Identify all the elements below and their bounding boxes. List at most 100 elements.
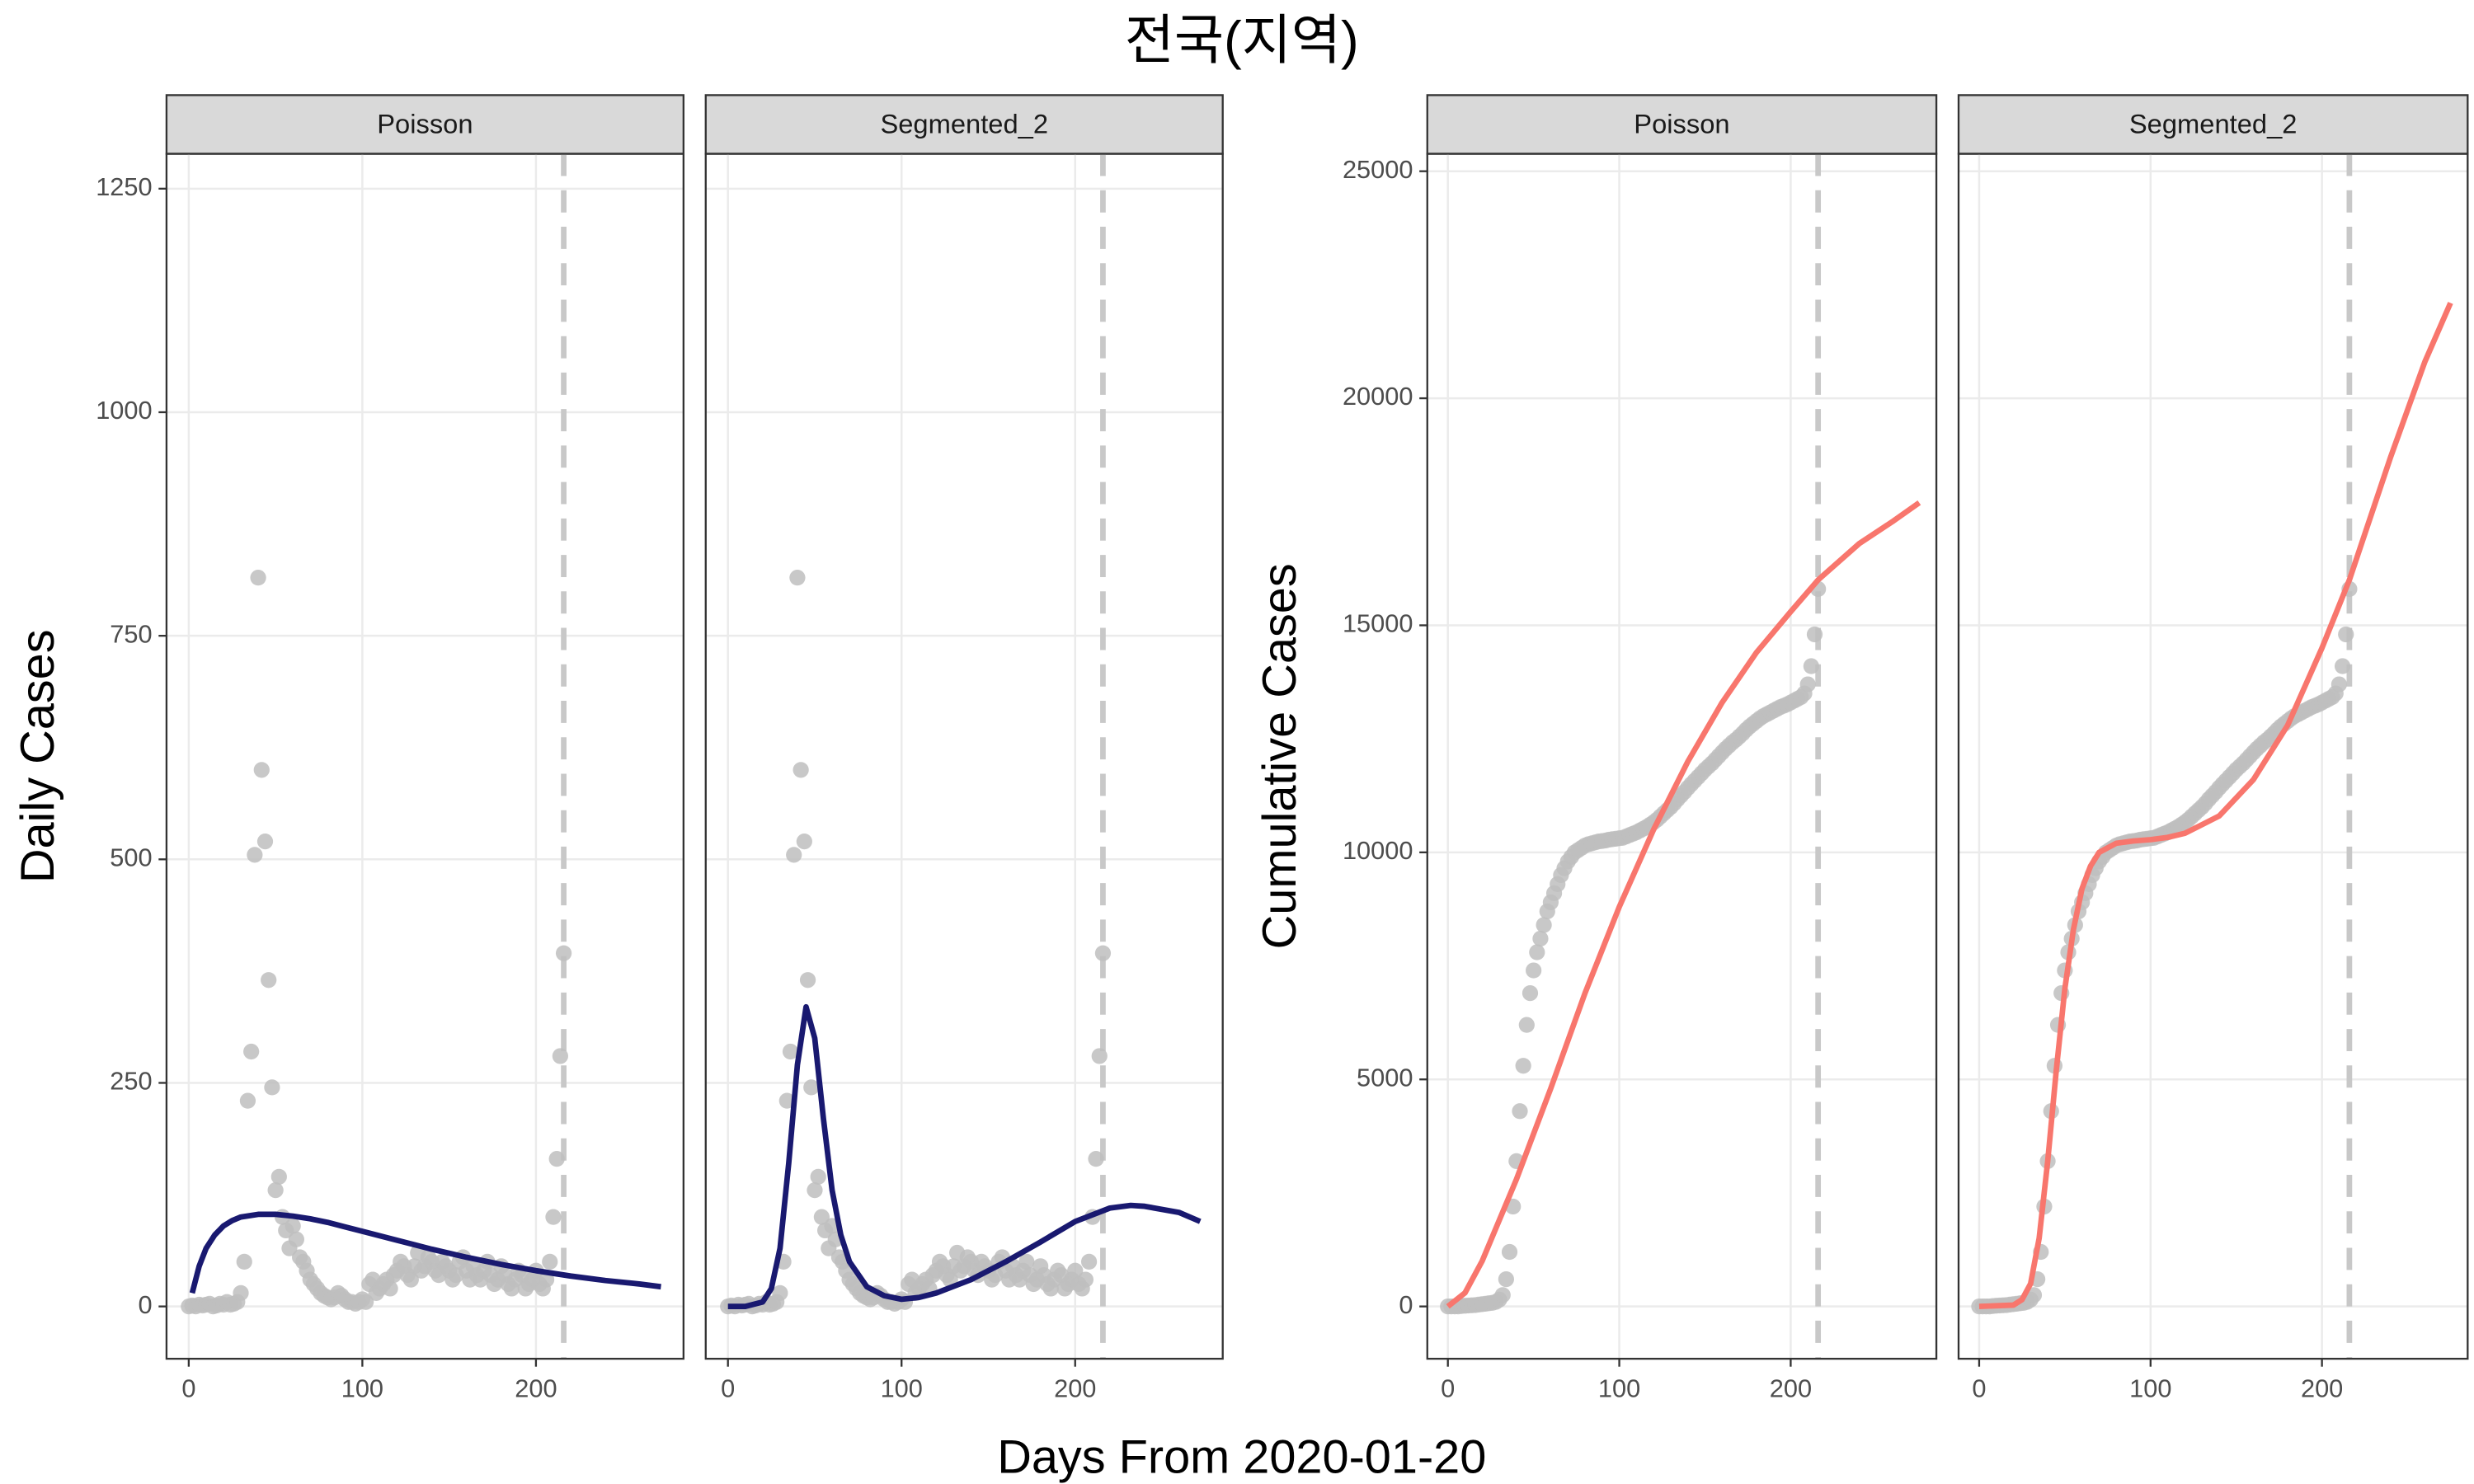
y-tick-label: 0 — [1399, 1290, 1413, 1319]
data-point — [1067, 1262, 1084, 1279]
data-point — [1091, 1048, 1108, 1064]
data-point — [285, 1218, 301, 1234]
y-tick-label: 750 — [110, 619, 152, 648]
x-tick-label: 100 — [881, 1374, 923, 1403]
data-point — [1532, 930, 1549, 947]
data-point — [1088, 1151, 1104, 1167]
panel-background — [166, 153, 684, 1360]
data-point — [778, 1092, 795, 1109]
y-tick-label: 1250 — [96, 172, 152, 201]
data-point — [1501, 1243, 1518, 1261]
data-point — [1518, 1017, 1535, 1033]
x-tick-label: 0 — [181, 1374, 195, 1403]
data-point — [807, 1182, 823, 1199]
x-axis-label: Days From 2020-01-20 — [997, 1430, 1486, 1483]
data-point — [288, 1231, 305, 1247]
x-tick-label: 200 — [1054, 1374, 1096, 1403]
data-point — [1018, 1253, 1035, 1270]
data-point — [793, 762, 809, 778]
x-tick-label: 0 — [1441, 1374, 1455, 1403]
data-point — [357, 1294, 374, 1310]
data-point — [548, 1151, 565, 1167]
strip — [704, 94, 1224, 155]
data-point — [1515, 1058, 1531, 1074]
data-point — [1526, 962, 1542, 979]
y-tick-label: 10000 — [1343, 836, 1413, 865]
data-point — [264, 1079, 280, 1096]
y-axis-label: Daily Cases — [12, 629, 64, 883]
data-point — [1080, 1253, 1098, 1270]
data-point — [1803, 658, 1819, 674]
panel-background — [1427, 153, 1937, 1360]
data-point — [261, 972, 277, 989]
data-point — [382, 1280, 398, 1297]
x-tick-label: 100 — [2129, 1374, 2171, 1403]
x-tick-label: 200 — [2301, 1374, 2343, 1403]
strip-label: Segmented_2 — [880, 109, 1048, 139]
data-point — [233, 1284, 249, 1301]
data-point — [1094, 945, 1112, 961]
data-point — [1536, 917, 1552, 933]
strip — [165, 94, 684, 155]
y-tick-label: 15000 — [1343, 609, 1413, 638]
data-point — [555, 945, 572, 961]
y-tick-label: 0 — [139, 1290, 153, 1319]
strip — [1957, 94, 2469, 155]
y-tick-label: 250 — [110, 1067, 152, 1096]
data-point — [1806, 626, 1823, 643]
data-point — [803, 1079, 820, 1096]
x-tick-label: 100 — [341, 1374, 383, 1403]
data-point — [782, 1043, 799, 1060]
panel-border — [1426, 153, 1938, 1360]
data-point — [247, 847, 263, 863]
data-point — [789, 570, 806, 586]
data-point — [2334, 658, 2351, 674]
data-point — [243, 1043, 260, 1060]
data-point — [799, 972, 816, 989]
data-point — [236, 1253, 252, 1270]
y-tick-label: 1000 — [96, 396, 152, 425]
data-point — [1529, 944, 1545, 960]
data-point — [2338, 626, 2354, 643]
fit-line — [1978, 302, 2453, 1309]
data-point — [253, 762, 270, 778]
y-tick-label: 500 — [110, 843, 152, 871]
data-point — [1512, 1103, 1528, 1120]
chart-title: 전국(지역) — [1125, 10, 1359, 70]
data-point — [2025, 1287, 2043, 1303]
data-point — [250, 570, 266, 586]
fit-line — [189, 1211, 661, 1294]
data-point — [1077, 1271, 1094, 1288]
panel-border — [704, 153, 1224, 1360]
y-axis-label: Cumulative Cases — [1253, 563, 1306, 949]
data-point — [256, 834, 274, 850]
data-point — [402, 1271, 419, 1288]
data-point — [1498, 1270, 1514, 1288]
data-point — [1799, 676, 1816, 693]
x-tick-label: 200 — [1770, 1374, 1812, 1403]
data-point — [545, 1209, 562, 1225]
fit-line — [1446, 500, 1921, 1309]
data-point — [796, 834, 812, 850]
x-tick-label: 200 — [515, 1374, 557, 1403]
strip-label: Segmented_2 — [2129, 109, 2298, 139]
x-tick-label: 100 — [1598, 1374, 1640, 1403]
panel-background — [1959, 153, 2468, 1360]
data-point — [239, 1092, 256, 1109]
strip-label: Poisson — [377, 109, 473, 139]
panel-background — [705, 153, 1223, 1360]
y-tick-label: 20000 — [1343, 382, 1413, 411]
data-point — [552, 1048, 568, 1064]
data-point — [810, 1168, 826, 1185]
data-point — [786, 847, 802, 863]
data-point — [2331, 676, 2348, 693]
panel-border — [1957, 153, 2469, 1360]
y-tick-label: 25000 — [1343, 155, 1413, 184]
data-point — [542, 1253, 558, 1270]
data-point — [1522, 984, 1539, 1002]
data-point — [267, 1182, 284, 1199]
y-tick-label: 5000 — [1357, 1063, 1413, 1092]
data-point — [813, 1209, 830, 1225]
